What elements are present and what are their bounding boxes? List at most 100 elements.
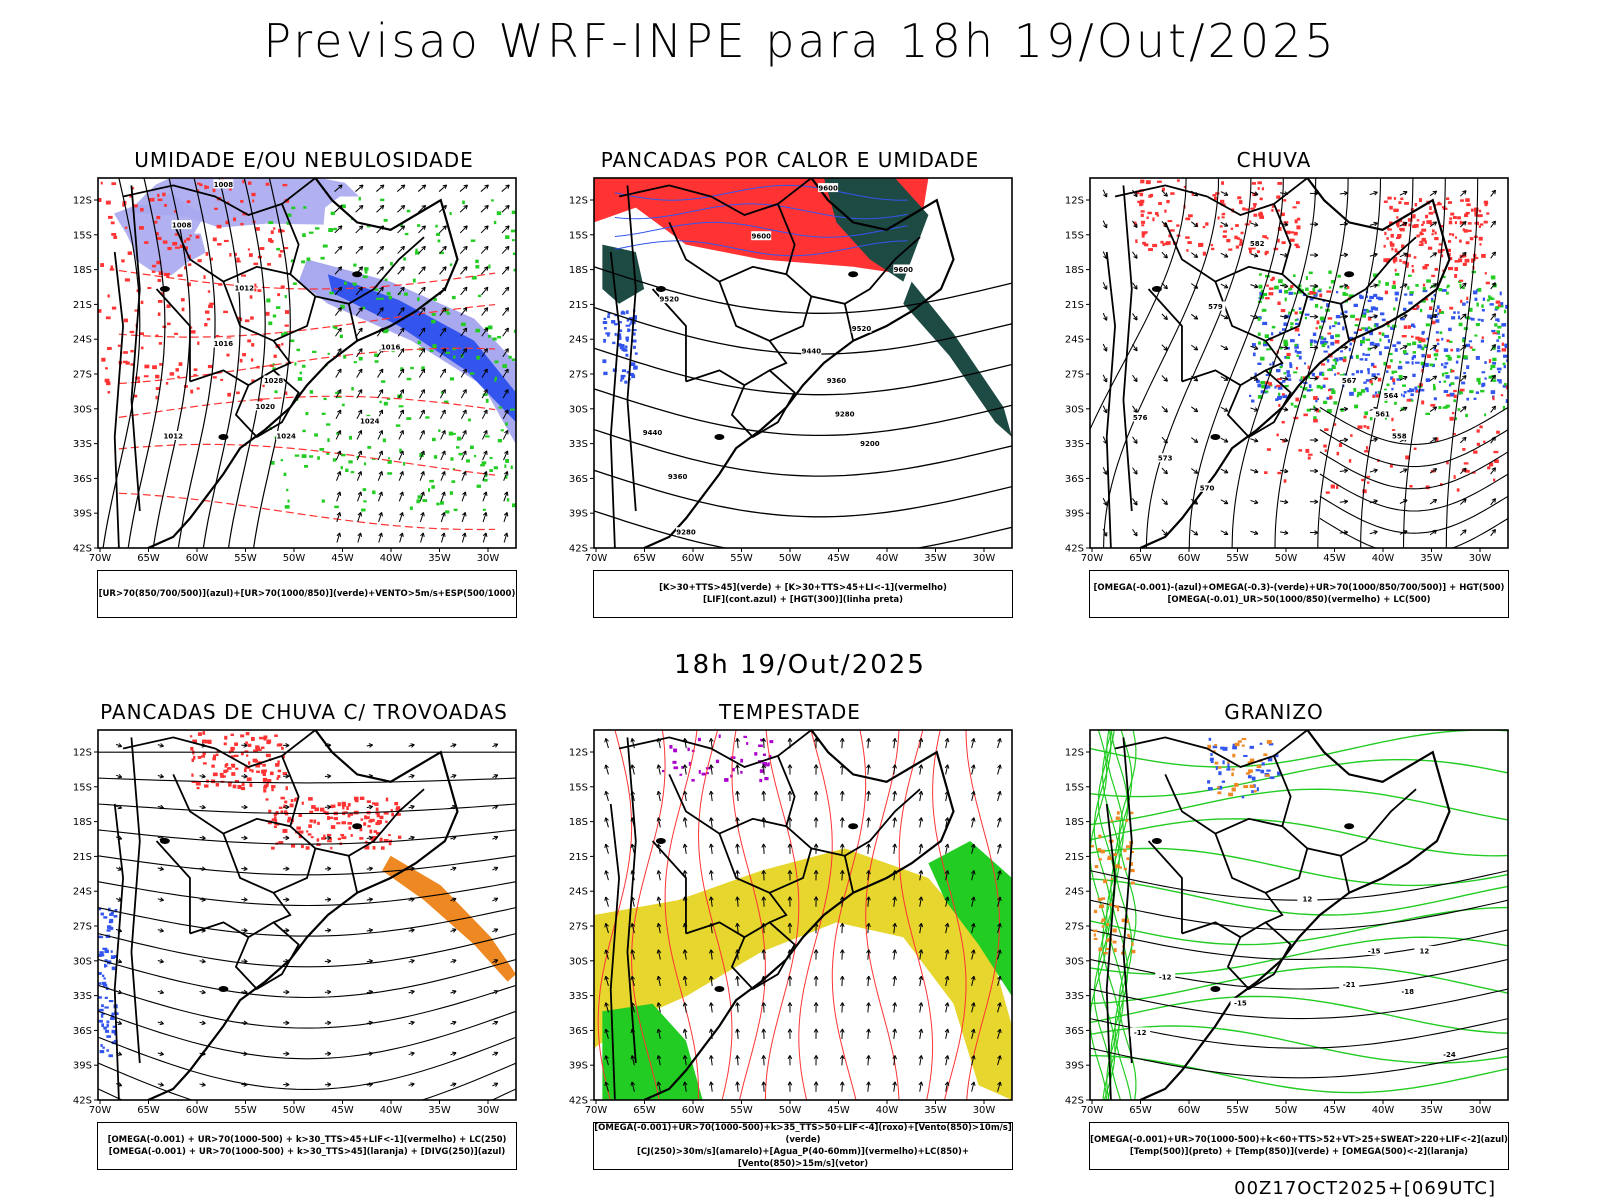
wind-vector	[420, 491, 425, 496]
omega-blue	[1397, 365, 1403, 370]
omega-blue	[1437, 312, 1440, 316]
omega-green	[1284, 384, 1289, 388]
streamline-arrow	[1490, 251, 1496, 259]
divergence-blue	[106, 1035, 111, 1038]
lat-tick-label: 21S	[73, 300, 92, 311]
thunder-red	[309, 810, 314, 814]
streamline-arrow	[368, 1051, 373, 1057]
omega-green	[1407, 286, 1410, 290]
fields	[98, 730, 516, 1100]
omega-green	[1421, 347, 1425, 351]
divergence-blue	[104, 1006, 109, 1009]
wind-vector	[761, 790, 767, 795]
omega-blue	[1334, 357, 1339, 362]
omega-blue	[1421, 353, 1425, 358]
streamline-arrow	[1280, 377, 1289, 380]
divergence-blue	[109, 1017, 113, 1020]
green-speckle	[498, 406, 503, 409]
red-speckle	[140, 300, 144, 305]
thunder-red	[230, 748, 234, 752]
lif-blue	[631, 339, 637, 343]
ur-red	[1141, 231, 1146, 236]
red-speckle	[187, 263, 192, 266]
omega-orange	[1115, 816, 1120, 820]
green-speckle	[350, 471, 355, 474]
lon-tick-label: 65W	[633, 553, 656, 564]
wind-vector	[735, 1002, 740, 1007]
ur-red	[1391, 417, 1394, 422]
green-speckle	[286, 221, 291, 225]
wind-vector	[397, 348, 405, 358]
wind-vector	[997, 817, 1002, 822]
wind-vector	[336, 491, 342, 496]
wind-vector	[459, 184, 468, 192]
streamline-arrow	[1491, 189, 1496, 195]
green-speckle	[358, 196, 361, 201]
streamline-arrow	[1399, 191, 1408, 196]
green-speckle	[384, 278, 388, 282]
lat-tick-label: 36S	[569, 474, 588, 485]
green-speckle	[312, 350, 317, 354]
streamline-arrow	[1132, 220, 1138, 228]
wind-vector	[735, 790, 740, 795]
wind-vector	[657, 1081, 661, 1092]
wind-vector	[481, 389, 488, 399]
wind-vector	[399, 471, 404, 476]
ur-red	[1148, 194, 1152, 198]
streamline-arrow	[285, 989, 290, 995]
ur-red	[1397, 234, 1402, 237]
omega-green	[1261, 308, 1267, 312]
omega-blue	[1257, 383, 1262, 388]
omega-blue	[1316, 398, 1320, 401]
ur-red	[1393, 197, 1397, 200]
streamline-arrow	[1459, 282, 1467, 290]
red-speckle	[172, 241, 178, 246]
wind-vector	[944, 843, 950, 849]
wind-vector	[357, 512, 363, 517]
omega-green	[1321, 372, 1325, 377]
ur-red	[1474, 210, 1478, 215]
green-speckle	[269, 461, 275, 465]
thunder-red	[310, 836, 314, 839]
wind-vector	[355, 184, 364, 192]
omega-blue	[1387, 339, 1391, 343]
green-speckle	[450, 457, 454, 461]
thickness-contour	[118, 304, 496, 338]
streamline-arrow	[1284, 376, 1289, 381]
contour-label: 9520	[852, 325, 872, 333]
contour-label-bg	[1397, 986, 1418, 996]
streamline-arrow	[1432, 498, 1438, 504]
lon-tick-label: 65W	[137, 553, 160, 564]
red-speckle	[174, 233, 180, 236]
thunder-red	[375, 811, 380, 815]
omega-green	[1425, 412, 1430, 416]
ur-red	[1290, 284, 1294, 289]
wind-vector	[484, 184, 489, 189]
green-speckle	[387, 472, 393, 475]
omega-orange	[1123, 867, 1127, 871]
lat-tick-label: 39S	[1065, 509, 1084, 520]
wind-vector	[480, 266, 489, 275]
hail-blue	[1255, 769, 1261, 772]
streamline-arrow	[285, 804, 290, 810]
wind-vector	[656, 949, 662, 954]
divergence-blue	[110, 911, 114, 915]
country-border	[685, 921, 745, 938]
streamline-arrow	[410, 989, 415, 995]
contour-label-bg	[801, 345, 822, 355]
lon-tick-label: 65W	[137, 1105, 160, 1116]
divergence-blue	[98, 996, 102, 999]
lake	[1344, 271, 1355, 278]
ur-red	[1147, 211, 1152, 215]
divergence-blue	[106, 1049, 109, 1052]
green-speckle	[458, 452, 463, 456]
streamline-arrow	[243, 1082, 248, 1087]
wind-vector	[357, 491, 363, 496]
red-speckle	[151, 264, 157, 268]
omega-blue	[1289, 364, 1293, 369]
red-speckle	[208, 304, 213, 309]
red-speckle	[183, 239, 187, 243]
ur-red	[1426, 354, 1431, 359]
thunder-red	[271, 785, 276, 789]
